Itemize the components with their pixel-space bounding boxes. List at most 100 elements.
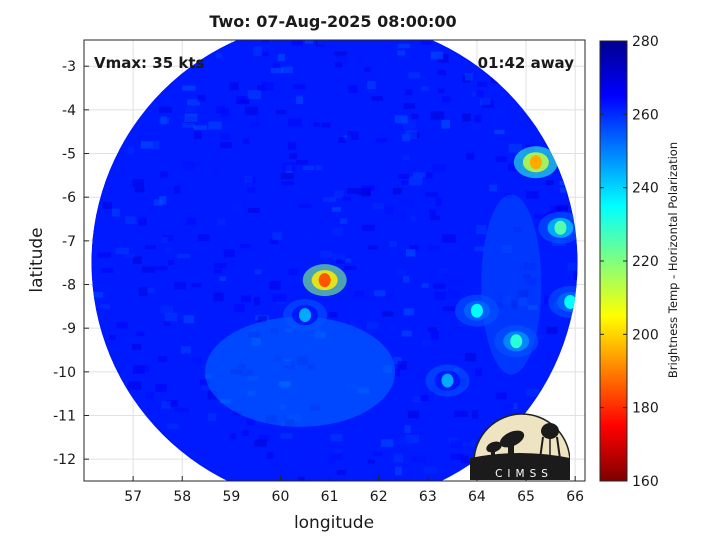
swath-texture-cell bbox=[430, 330, 439, 340]
swath-texture-cell bbox=[145, 391, 155, 399]
swath-texture-cell bbox=[136, 331, 145, 337]
swath-texture-cell bbox=[248, 207, 260, 213]
y-tick-label: -7 bbox=[62, 234, 76, 250]
swath-texture-cell bbox=[284, 328, 293, 333]
swath-texture-cell bbox=[494, 250, 509, 260]
swath-texture-cell bbox=[132, 343, 142, 350]
swath-texture-cell bbox=[215, 53, 222, 59]
swath-texture-cell bbox=[425, 192, 438, 197]
swath-texture-cell bbox=[477, 81, 488, 87]
swath-texture-cell bbox=[140, 287, 155, 294]
swath-texture-cell bbox=[299, 483, 309, 489]
x-tick-label: 59 bbox=[222, 489, 240, 505]
y-axis-label: latitude bbox=[27, 227, 47, 292]
swath-texture-cell bbox=[397, 361, 407, 370]
swath-texture-cell bbox=[546, 326, 558, 335]
swath-texture-cell bbox=[160, 116, 167, 125]
swath-texture-cell bbox=[282, 162, 296, 172]
swath-texture-cell bbox=[270, 327, 279, 334]
swath-texture-cell bbox=[479, 98, 491, 105]
x-axis: 57 58 59 60 61 62 63 64 65 66 bbox=[124, 476, 584, 505]
swath-texture-cell bbox=[383, 365, 393, 373]
swath-texture-cell bbox=[161, 401, 171, 409]
swath-texture-cell bbox=[197, 234, 210, 241]
swath-texture-cell bbox=[288, 268, 298, 276]
swath-texture-cell bbox=[219, 276, 226, 281]
swath-texture-cell bbox=[435, 197, 442, 207]
swath-texture-cell bbox=[174, 281, 187, 290]
swath-texture-cell bbox=[395, 268, 407, 275]
swath-image bbox=[91, 40, 578, 489]
swath-texture-cell bbox=[272, 232, 282, 241]
swath-texture-cell bbox=[430, 111, 445, 120]
swath-texture-cell bbox=[504, 193, 513, 199]
swath-texture-cell bbox=[329, 453, 343, 460]
swath-texture-cell bbox=[251, 337, 261, 346]
swath-texture-cell bbox=[283, 360, 295, 369]
swath-texture-cell bbox=[400, 211, 407, 220]
swath-texture-cell bbox=[354, 290, 365, 297]
swath-texture-cell bbox=[413, 172, 426, 178]
x-tick-label: 62 bbox=[370, 489, 388, 505]
y-tick-label: -12 bbox=[53, 452, 76, 468]
swath-texture-cell bbox=[381, 311, 394, 317]
swath-texture-cell bbox=[464, 353, 477, 362]
swath-texture-cell bbox=[526, 388, 540, 397]
swath-texture-cell bbox=[333, 51, 347, 56]
swath-texture-cell bbox=[441, 96, 451, 103]
swath-texture-cell bbox=[411, 456, 426, 462]
swath-texture-cell bbox=[213, 292, 224, 302]
swath-texture-cell bbox=[313, 122, 320, 127]
cimss-logo-text: CIMSS bbox=[495, 468, 553, 480]
y-axis: -3 -4 -5 -6 -7 -8 -9 -10 -11 -12 bbox=[53, 59, 89, 468]
swath-texture-cell bbox=[462, 442, 476, 447]
swath-texture-cell bbox=[304, 40, 314, 44]
swath-texture-cell bbox=[398, 173, 410, 179]
swath-texture-cell bbox=[497, 367, 507, 373]
swath-texture-cell bbox=[374, 290, 386, 297]
swath-texture-cell bbox=[474, 114, 482, 123]
swath-texture-cell bbox=[375, 138, 388, 143]
swath-texture-cell bbox=[367, 459, 375, 464]
swath-texture-cell bbox=[442, 234, 456, 243]
swath-texture-cell bbox=[240, 295, 252, 303]
swath-texture-cell bbox=[361, 185, 375, 191]
swath-texture-cell bbox=[400, 199, 414, 208]
swath-texture-cell bbox=[460, 455, 469, 464]
swath-texture-cell bbox=[160, 171, 168, 178]
swath-texture-cell bbox=[288, 118, 302, 127]
swath-texture-cell bbox=[404, 425, 411, 434]
swath-texture-cell bbox=[453, 410, 468, 418]
swath-texture-cell bbox=[183, 315, 195, 324]
swath-texture-cell bbox=[356, 58, 364, 64]
plot-frame bbox=[83, 39, 586, 482]
swath-texture-cell bbox=[193, 130, 202, 140]
swath-texture-cell bbox=[475, 368, 483, 377]
swath-texture-cell bbox=[332, 227, 344, 236]
swath-texture-cell bbox=[523, 121, 537, 131]
swath-texture-cell bbox=[495, 156, 507, 163]
swath-texture-cell bbox=[308, 364, 316, 371]
swath-texture-cell bbox=[462, 113, 471, 122]
swath-texture-cell bbox=[320, 250, 333, 258]
swath-texture-cell bbox=[303, 460, 310, 465]
swath-texture-cell bbox=[184, 107, 196, 113]
swath-texture-cell bbox=[314, 165, 323, 171]
swath-texture-cell bbox=[298, 203, 312, 209]
swath-texture-cell bbox=[489, 184, 497, 192]
swath-texture-cell bbox=[528, 305, 538, 310]
swath-texture-cell bbox=[328, 459, 336, 465]
swath-texture-cell bbox=[250, 121, 260, 128]
swath-texture-cell bbox=[508, 163, 522, 172]
swath-texture-cell bbox=[155, 383, 167, 392]
swath-texture-cell bbox=[279, 404, 286, 410]
swath-texture-cell bbox=[406, 249, 416, 257]
swath-texture-cell bbox=[186, 217, 196, 225]
swath-texture-cell bbox=[134, 187, 145, 193]
swath-texture-cell bbox=[163, 320, 171, 326]
swath-texture-cell bbox=[208, 121, 222, 130]
swath-texture-cell bbox=[457, 321, 467, 327]
swath-texture-cell bbox=[321, 122, 331, 128]
swath-texture-cell bbox=[339, 218, 348, 224]
swath-texture-cell bbox=[576, 262, 578, 270]
